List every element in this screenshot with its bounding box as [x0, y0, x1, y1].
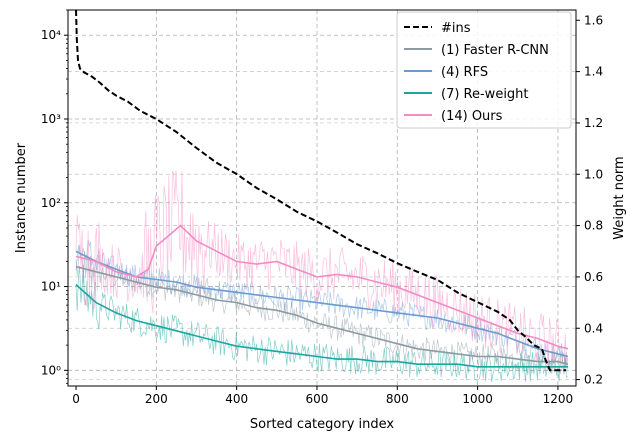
right-y-tick-label: 0.4 [584, 321, 603, 335]
right-y-axis: 0.2 0.4 0.6 0.8 1.0 1.2 1.4 1.6 [576, 13, 603, 387]
series-line [75, 265, 569, 365]
instances-line [75, 10, 566, 372]
right-y-tick-label: 1.2 [584, 116, 603, 130]
legend-label: (1) Faster R-CNN [441, 43, 549, 58]
x-tick-label: 200 [145, 392, 168, 406]
x-axis: 0 200 400 600 800 1000 1200 [72, 386, 573, 406]
left-y-tick-label: 10⁰ [41, 363, 61, 377]
series-layer [75, 10, 569, 372]
right-y-tick-label: 1.4 [584, 65, 603, 79]
x-tick-label: 0 [72, 392, 80, 406]
right-y-tick-label: 0.8 [584, 219, 603, 233]
right-y-tick-label: 1.0 [584, 167, 603, 181]
right-y-axis-title: Weight norm [612, 156, 627, 239]
left-y-tick-label: 10³ [41, 112, 61, 126]
legend-label: (14) Ours [441, 109, 503, 124]
series-line [75, 284, 568, 368]
series-line [75, 250, 569, 358]
right-y-tick-label: 0.6 [584, 270, 603, 284]
x-axis-title: Sorted category index [250, 417, 394, 432]
legend-box [396, 11, 572, 129]
legend-label: (4) RFS [441, 65, 488, 80]
left-y-tick-label: 10⁴ [41, 28, 61, 42]
x-tick-label: 600 [306, 392, 329, 406]
left-y-axis-title: Instance number [14, 142, 29, 253]
series-line [75, 224, 569, 350]
plot-frame [67, 9, 577, 387]
legend-label: #ins [441, 21, 471, 36]
left-y-axis: 10⁰ 10¹ 10² 10³ 10⁴ [41, 9, 68, 384]
x-tick-label: 1200 [543, 392, 574, 406]
series-noise-band [75, 264, 568, 383]
series-noise-band [75, 170, 568, 373]
left-y-tick-label: 10¹ [41, 280, 61, 294]
x-tick-label: 400 [225, 392, 248, 406]
x-tick-label: 1000 [462, 392, 493, 406]
right-y-tick-label: 0.2 [584, 373, 603, 387]
legend-label: (7) Re-weight [441, 87, 529, 102]
legend: #ins (1) Faster R-CNN (4) RFS (7) Re-weight… [396, 11, 572, 129]
right-y-tick-label: 1.6 [584, 13, 603, 27]
x-tick-label: 800 [386, 392, 409, 406]
left-y-tick-label: 10² [41, 196, 61, 210]
